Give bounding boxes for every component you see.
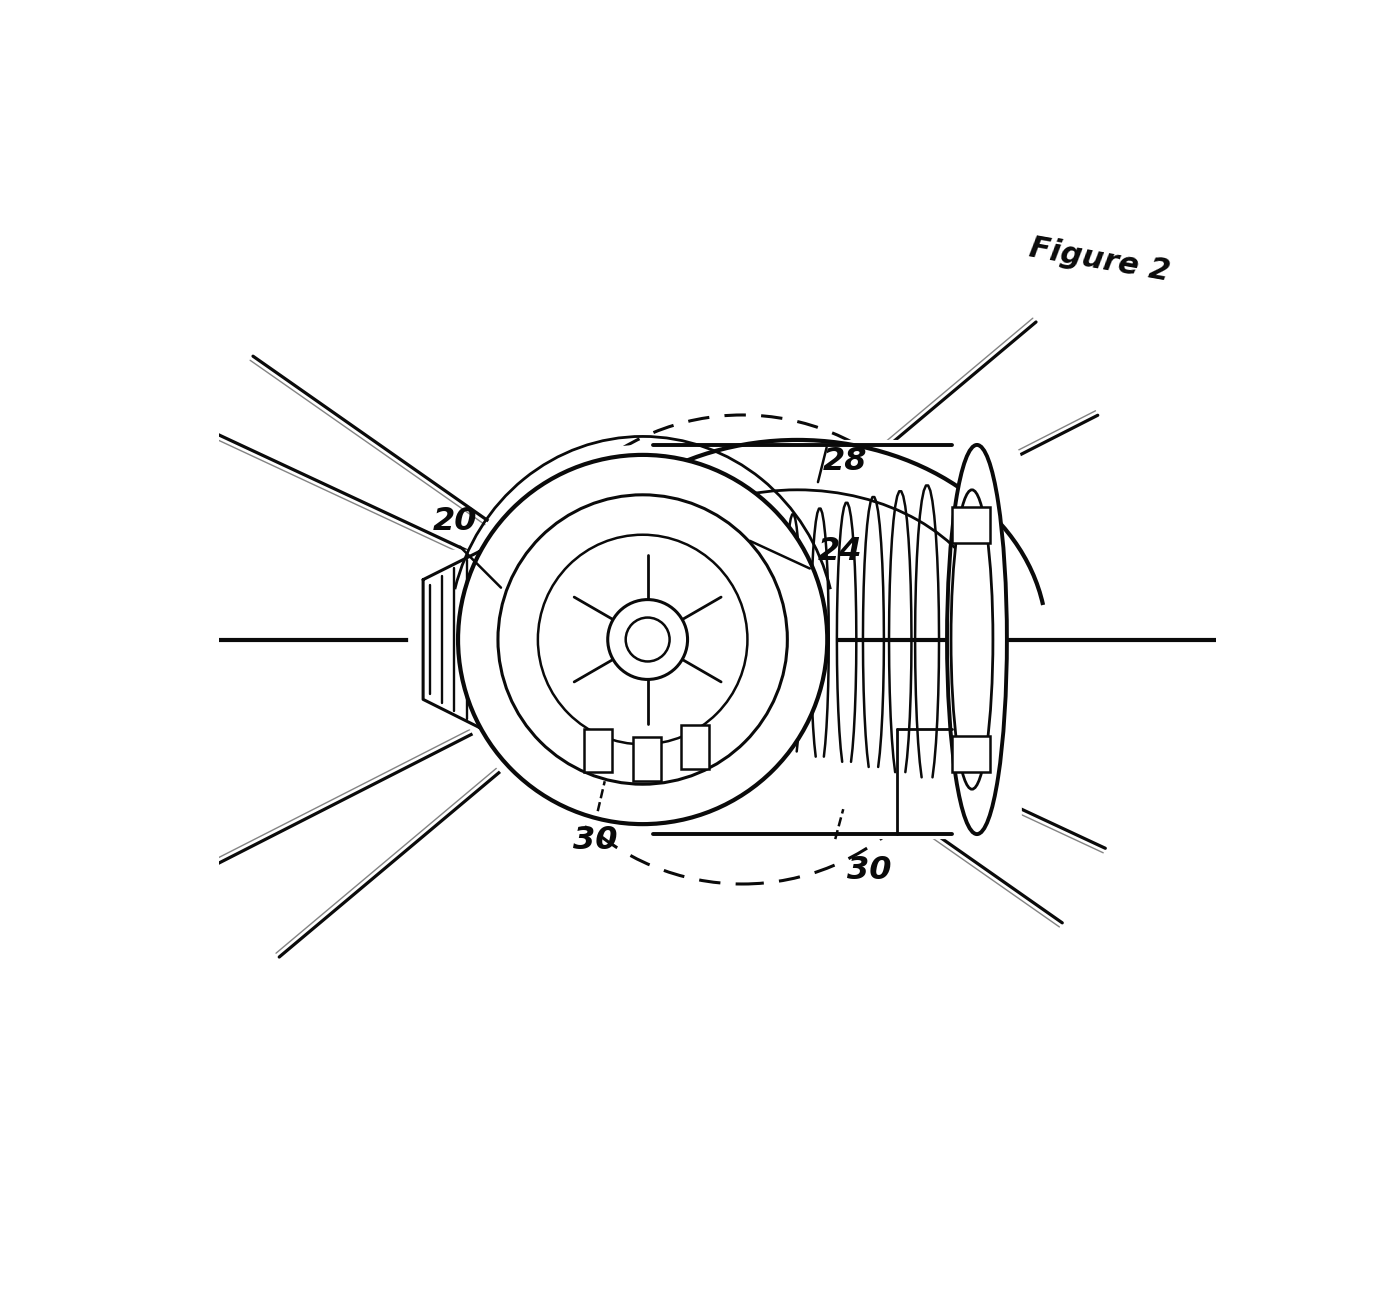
Circle shape — [608, 600, 687, 679]
Text: 28: 28 — [822, 446, 867, 477]
Polygon shape — [423, 525, 524, 754]
Bar — [682, 726, 710, 769]
Text: 24: 24 — [818, 535, 862, 566]
Bar — [584, 728, 612, 772]
Circle shape — [626, 618, 669, 661]
FancyBboxPatch shape — [409, 550, 533, 730]
Bar — [952, 736, 990, 772]
Bar — [952, 507, 990, 543]
Text: Figure 2: Figure 2 — [1026, 233, 1172, 286]
Ellipse shape — [946, 445, 1007, 835]
FancyBboxPatch shape — [652, 439, 1022, 839]
Ellipse shape — [951, 490, 993, 789]
Text: 30: 30 — [847, 855, 892, 886]
Text: 20: 20 — [433, 505, 477, 537]
Text: 30: 30 — [573, 826, 617, 857]
Circle shape — [458, 455, 827, 824]
Circle shape — [448, 445, 837, 835]
Bar — [633, 737, 661, 781]
